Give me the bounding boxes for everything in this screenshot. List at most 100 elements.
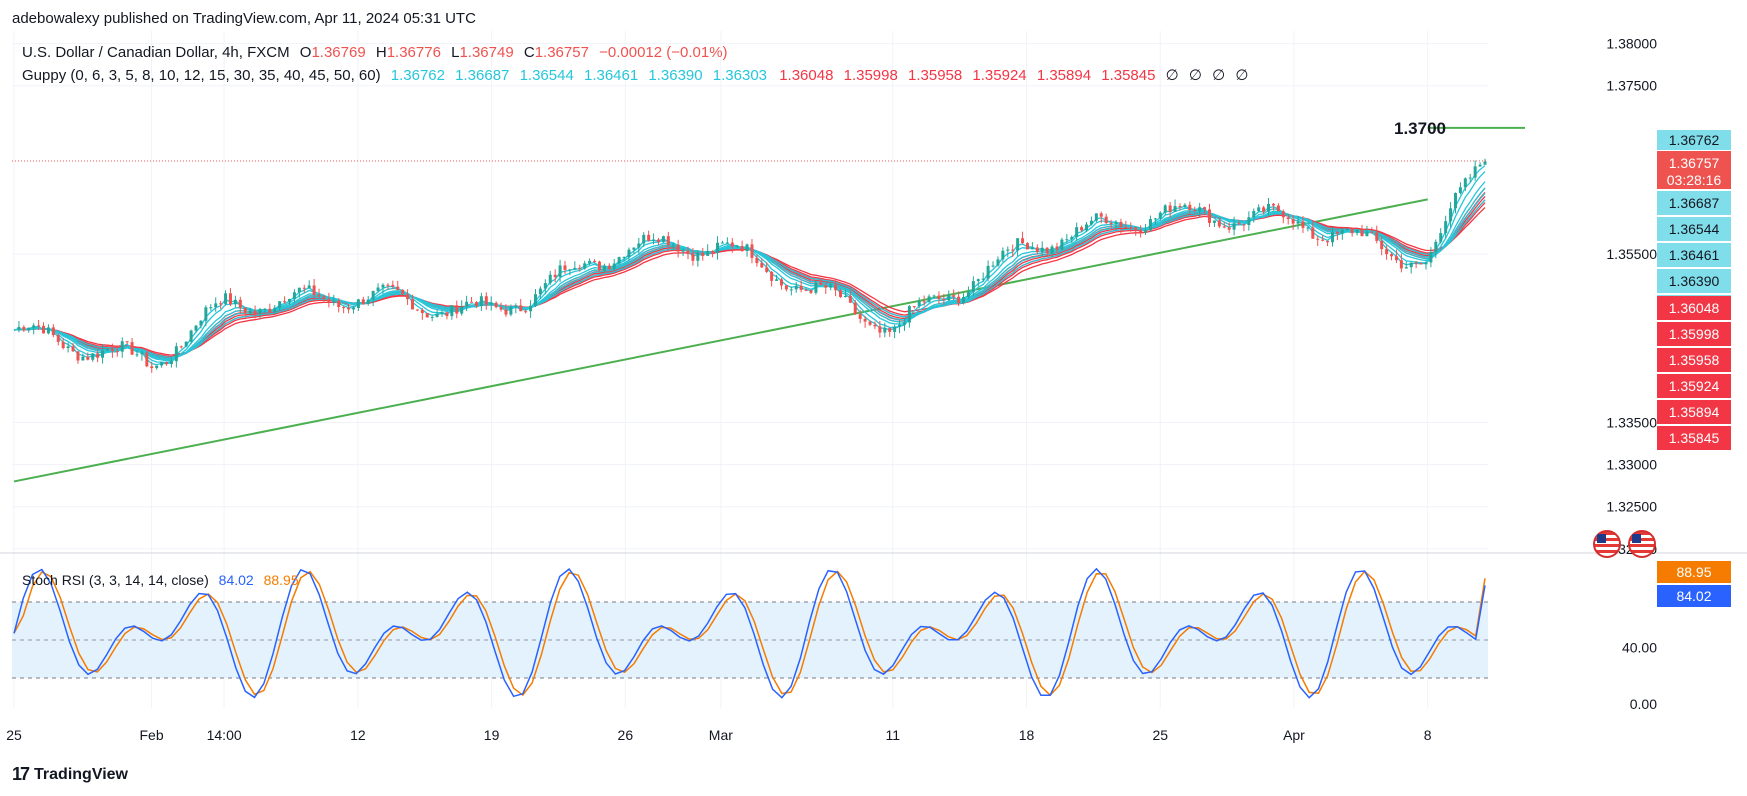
candle-body xyxy=(819,282,823,286)
stoch-legend[interactable]: Stoch RSI (3, 3, 14, 14, close) 84.02 88… xyxy=(22,572,299,588)
candle-body xyxy=(1458,187,1462,194)
candle-body xyxy=(1198,207,1202,212)
tag-slow-6-text: 1.35845 xyxy=(1669,430,1720,446)
candle-body xyxy=(888,328,892,332)
candle-body xyxy=(1473,166,1477,178)
candle-body xyxy=(814,282,818,293)
candle-body xyxy=(779,279,783,286)
tag-fast-5-text: 1.36390 xyxy=(1669,273,1720,289)
us-flag-icon[interactable] xyxy=(1593,530,1621,558)
candle-body xyxy=(1311,227,1315,239)
candle-body xyxy=(1483,161,1487,165)
candle-body xyxy=(37,325,41,327)
candle-body xyxy=(1080,227,1084,231)
us-flag-icon-2[interactable] xyxy=(1628,530,1656,558)
guppy-legend[interactable]: Guppy (0, 6, 3, 5, 8, 10, 12, 15, 30, 35… xyxy=(22,66,1248,84)
tag-fast-5 xyxy=(1657,269,1731,293)
guppy-fast-6: 1.36303 xyxy=(712,67,768,84)
candle-body xyxy=(332,300,336,303)
candle-body xyxy=(1085,224,1089,231)
stoch-axis-label: 0.00 xyxy=(1630,696,1657,712)
candle-body xyxy=(996,259,1000,266)
guppy-fast-4: 1.36461 xyxy=(583,67,639,84)
candle-body xyxy=(56,335,60,342)
guppy-slow-4: 1.35924 xyxy=(972,67,1027,84)
candle-body xyxy=(1267,203,1271,212)
candle-body xyxy=(1021,238,1025,244)
close-value: 1.36757 xyxy=(534,44,589,61)
candle-body xyxy=(1429,252,1433,263)
tag-countdown: 03:28:16 xyxy=(1667,172,1722,188)
candle-body xyxy=(140,352,144,355)
candle-body xyxy=(1094,213,1098,221)
candle-body xyxy=(1414,262,1418,264)
candle-body xyxy=(1463,178,1467,188)
annotation-1-3700: 1.3700 xyxy=(1394,119,1446,138)
candle-body xyxy=(711,250,715,254)
candle-body xyxy=(622,257,626,259)
candle-body xyxy=(504,309,508,315)
candle-body xyxy=(957,296,961,304)
candle-body xyxy=(1188,204,1192,211)
candle-body xyxy=(110,349,114,352)
guppy-fast-5: 1.36390 xyxy=(648,67,703,84)
candle-body xyxy=(986,265,990,279)
candle-body xyxy=(189,330,193,342)
candle-body xyxy=(1468,177,1472,179)
trendline-1 xyxy=(13,198,1428,483)
tradingview-brand: TradingView xyxy=(34,765,128,783)
candle-body xyxy=(1089,220,1093,225)
candle-body xyxy=(169,361,173,364)
candle-body xyxy=(647,234,651,241)
trendlines xyxy=(13,126,1525,483)
candle-body xyxy=(396,286,400,290)
candle-body xyxy=(233,299,237,305)
candle-body xyxy=(1434,241,1438,253)
tag-stoch-d-text: 88.95 xyxy=(1676,564,1711,580)
time-axis-label: Feb xyxy=(139,727,163,743)
candle-body xyxy=(1326,240,1330,243)
candle-body xyxy=(597,261,601,271)
stoch-lines xyxy=(13,567,1486,699)
candle-body xyxy=(499,307,503,310)
tag-slow-4-text: 1.35924 xyxy=(1669,378,1720,394)
candle-body xyxy=(765,267,769,272)
candle-body xyxy=(642,234,646,244)
time-axis-label: Mar xyxy=(709,727,733,743)
tag-slow-1 xyxy=(1657,296,1731,320)
candle-body xyxy=(401,289,405,295)
candle-body xyxy=(1375,232,1379,241)
candle-body xyxy=(460,306,464,314)
candle-body xyxy=(952,295,956,297)
candle-body xyxy=(720,242,724,244)
candle-body xyxy=(716,242,720,254)
open-label: O xyxy=(299,44,312,61)
candle-body xyxy=(529,305,533,312)
guppy-fast-line-6 xyxy=(13,199,1486,359)
candle-body xyxy=(327,298,331,303)
time-axis-label: 14:00 xyxy=(207,727,242,743)
footer[interactable]: 17 TradingView xyxy=(12,764,128,785)
candle-body xyxy=(386,284,390,286)
candle-body xyxy=(514,305,518,308)
candle-body xyxy=(1365,231,1369,237)
candle-body xyxy=(1099,213,1103,217)
candle-body xyxy=(81,356,85,361)
time-axis-label: 18 xyxy=(1019,727,1035,743)
price-pane[interactable] xyxy=(12,31,1488,553)
candle-body xyxy=(829,284,833,288)
candle-body xyxy=(1252,210,1256,218)
candle-body xyxy=(1321,239,1325,241)
candle-body xyxy=(135,354,139,356)
candle-body xyxy=(524,311,528,313)
candle-body xyxy=(519,305,523,312)
candle-body xyxy=(376,287,380,291)
candle-body xyxy=(548,274,552,284)
candle-body xyxy=(1104,216,1108,223)
symbol-legend[interactable]: U.S. Dollar / Canadian Dollar, 4h, FXCM … xyxy=(22,44,728,61)
low-label: L xyxy=(451,44,460,61)
candle-body xyxy=(258,309,262,314)
candle-body xyxy=(430,316,434,318)
tag-fast-4-text: 1.36461 xyxy=(1669,247,1720,263)
